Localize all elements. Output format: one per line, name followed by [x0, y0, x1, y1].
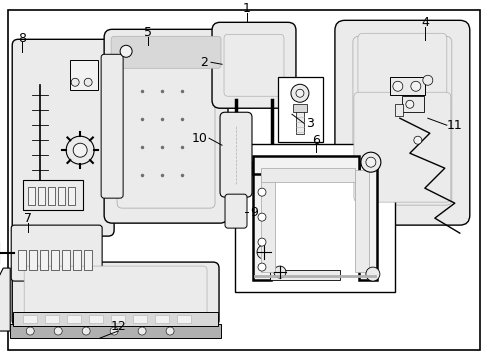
Circle shape — [84, 78, 92, 86]
Bar — [48, 187, 55, 205]
Bar — [295, 106, 304, 134]
Bar — [70, 60, 98, 90]
Bar — [111, 315, 125, 323]
FancyBboxPatch shape — [12, 262, 219, 326]
Bar — [38, 187, 45, 205]
FancyBboxPatch shape — [117, 42, 215, 208]
Text: 5: 5 — [144, 26, 152, 39]
Bar — [73, 250, 81, 270]
Bar — [58, 187, 65, 205]
Circle shape — [138, 327, 146, 335]
Bar — [155, 315, 169, 323]
Bar — [235, 144, 394, 292]
Circle shape — [258, 263, 265, 271]
Text: 2: 2 — [200, 56, 207, 69]
Circle shape — [365, 267, 379, 281]
FancyBboxPatch shape — [334, 20, 469, 225]
Text: 8: 8 — [18, 32, 26, 45]
Circle shape — [82, 327, 90, 335]
Circle shape — [54, 327, 62, 335]
Text: 11: 11 — [446, 119, 462, 132]
Circle shape — [110, 327, 118, 335]
Bar — [292, 104, 306, 112]
Circle shape — [71, 78, 79, 86]
Bar — [23, 315, 37, 323]
Circle shape — [410, 81, 420, 91]
Bar — [51, 250, 59, 270]
Bar — [389, 77, 424, 95]
Circle shape — [26, 327, 34, 335]
Text: 4: 4 — [420, 16, 428, 29]
Circle shape — [273, 266, 285, 278]
FancyBboxPatch shape — [212, 22, 295, 108]
Bar — [401, 96, 423, 112]
Circle shape — [66, 136, 94, 164]
Text: 7: 7 — [24, 212, 32, 225]
FancyBboxPatch shape — [224, 194, 246, 228]
Circle shape — [422, 75, 432, 85]
Circle shape — [392, 81, 402, 91]
FancyBboxPatch shape — [220, 112, 251, 197]
Circle shape — [73, 143, 87, 157]
FancyBboxPatch shape — [24, 266, 206, 316]
Bar — [23, 180, 83, 210]
Bar — [133, 315, 147, 323]
Circle shape — [295, 89, 304, 97]
Text: 10: 10 — [192, 132, 207, 145]
Circle shape — [413, 136, 421, 144]
Bar — [277, 77, 322, 142]
FancyBboxPatch shape — [104, 29, 227, 223]
FancyBboxPatch shape — [12, 39, 114, 236]
Polygon shape — [0, 268, 10, 331]
Bar — [29, 250, 37, 270]
Circle shape — [120, 45, 132, 57]
Circle shape — [365, 157, 375, 167]
Bar — [62, 250, 70, 270]
FancyBboxPatch shape — [111, 36, 221, 68]
Bar — [261, 170, 274, 272]
Bar — [18, 250, 26, 270]
Circle shape — [290, 84, 308, 102]
Text: 3: 3 — [305, 117, 313, 130]
Bar — [261, 168, 354, 182]
Bar — [10, 324, 221, 338]
Bar — [177, 315, 191, 323]
Text: 1: 1 — [243, 2, 250, 15]
Bar — [89, 315, 103, 323]
Bar — [269, 270, 339, 280]
Circle shape — [258, 238, 265, 246]
Text: 9: 9 — [249, 206, 257, 219]
FancyBboxPatch shape — [11, 225, 102, 281]
FancyBboxPatch shape — [353, 92, 450, 202]
Circle shape — [166, 327, 174, 335]
Text: 6: 6 — [311, 134, 319, 147]
Circle shape — [257, 245, 270, 259]
FancyBboxPatch shape — [357, 33, 446, 95]
Bar — [68, 187, 75, 205]
Bar — [84, 250, 92, 270]
Text: 12: 12 — [110, 320, 126, 333]
Bar — [358, 162, 376, 280]
Bar — [40, 250, 48, 270]
Bar — [354, 170, 368, 272]
Bar — [13, 312, 218, 326]
Bar — [67, 315, 81, 323]
Circle shape — [258, 213, 265, 221]
Bar — [28, 187, 35, 205]
Circle shape — [405, 100, 413, 108]
Circle shape — [258, 188, 265, 196]
FancyBboxPatch shape — [352, 36, 451, 205]
FancyBboxPatch shape — [224, 34, 284, 96]
Bar — [394, 104, 402, 116]
FancyBboxPatch shape — [101, 54, 123, 198]
Bar — [45, 315, 59, 323]
Bar — [252, 156, 358, 174]
Bar — [252, 162, 270, 280]
Circle shape — [360, 152, 380, 172]
